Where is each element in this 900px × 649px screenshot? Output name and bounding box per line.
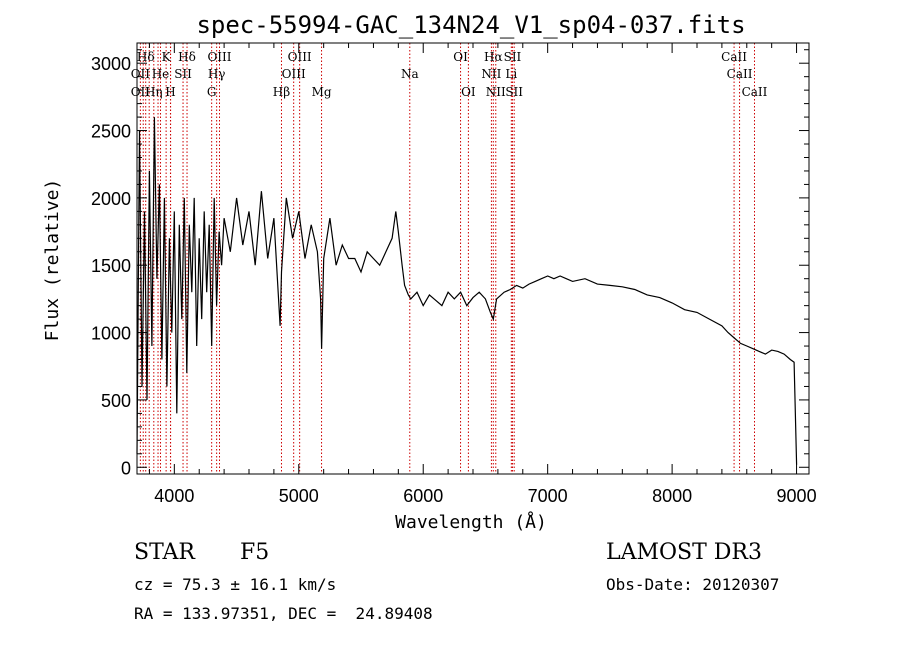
- x-axis-label: Wavelength (Å): [395, 511, 547, 533]
- x-tick-label: 8000: [652, 486, 692, 506]
- emission-line-label: NII: [481, 67, 501, 81]
- emission-line-label: Hα: [484, 50, 503, 64]
- emission-line-label: Hη: [145, 85, 163, 99]
- coordinates: RA = 133.97351, DEC = 24.89408: [134, 604, 433, 623]
- x-tick-label: 9000: [777, 486, 817, 506]
- emission-line-label: He: [152, 67, 170, 81]
- emission-line-label: NII: [486, 85, 506, 99]
- x-tick-label: 6000: [403, 486, 443, 506]
- emission-line-label: OII: [131, 85, 151, 99]
- emission-line-label: G: [207, 85, 217, 99]
- emission-line-label: SII: [505, 85, 523, 99]
- y-tick-label: 3000: [91, 54, 131, 74]
- emission-line-label: CaII: [721, 50, 747, 64]
- emission-line-label: CaII: [742, 85, 768, 99]
- x-tick-label: 7000: [528, 486, 568, 506]
- observation-date: Obs-Date: 20120307: [606, 575, 780, 594]
- spectrum-series-line: [136, 117, 798, 465]
- y-tick-label: 500: [101, 391, 131, 411]
- x-tick-label: 5000: [279, 486, 319, 506]
- emission-line-label: Hγ: [208, 67, 226, 81]
- plot-frame: [136, 42, 810, 475]
- y-tick-label: 2500: [91, 122, 131, 142]
- y-tick-label: 1500: [91, 256, 131, 276]
- emission-line-label: K: [162, 50, 172, 64]
- x-axis: 4000 5000 6000 7000 8000 9000: [148, 43, 817, 506]
- emission-line-label: SII: [504, 50, 522, 64]
- y-axis: 0 500 1000 1500 2000 2500 3000: [91, 49, 809, 478]
- emission-line-label: Hδ: [178, 50, 196, 64]
- survey-name: LAMOST DR3: [606, 540, 762, 565]
- emission-line-label: OIII: [282, 67, 306, 81]
- y-tick-label: 1000: [91, 324, 131, 344]
- emission-line-label: Mg: [312, 85, 332, 99]
- emission-line-label: SII: [174, 67, 192, 81]
- emission-line-label: OIII: [207, 50, 231, 64]
- redshift-value: cz = 75.3 ± 16.1 km/s: [134, 575, 337, 594]
- emission-line-markers: [139, 43, 755, 474]
- emission-line-label: Hδ: [137, 50, 155, 64]
- emission-line-label: H: [165, 85, 175, 99]
- emission-line-label: OI: [461, 85, 476, 99]
- emission-line-label: Hβ: [273, 85, 290, 99]
- y-tick-label: 2000: [91, 189, 131, 209]
- emission-line-label: OI: [453, 50, 468, 64]
- emission-line-label: Li: [505, 67, 517, 81]
- x-tick-label: 4000: [154, 486, 194, 506]
- spectral-subclass: F5: [240, 540, 270, 565]
- object-type: STAR: [134, 540, 195, 565]
- chart-title: spec-55994-GAC_134N24_V1_sp04-037.fits: [196, 11, 745, 39]
- emission-line-label: CaII: [727, 67, 753, 81]
- emission-line-label: OII: [131, 67, 151, 81]
- emission-line-label: OIII: [288, 50, 312, 64]
- y-tick-label: 0: [121, 458, 131, 478]
- emission-line-label: Na: [401, 67, 419, 81]
- y-axis-label: Flux (relative): [42, 179, 63, 342]
